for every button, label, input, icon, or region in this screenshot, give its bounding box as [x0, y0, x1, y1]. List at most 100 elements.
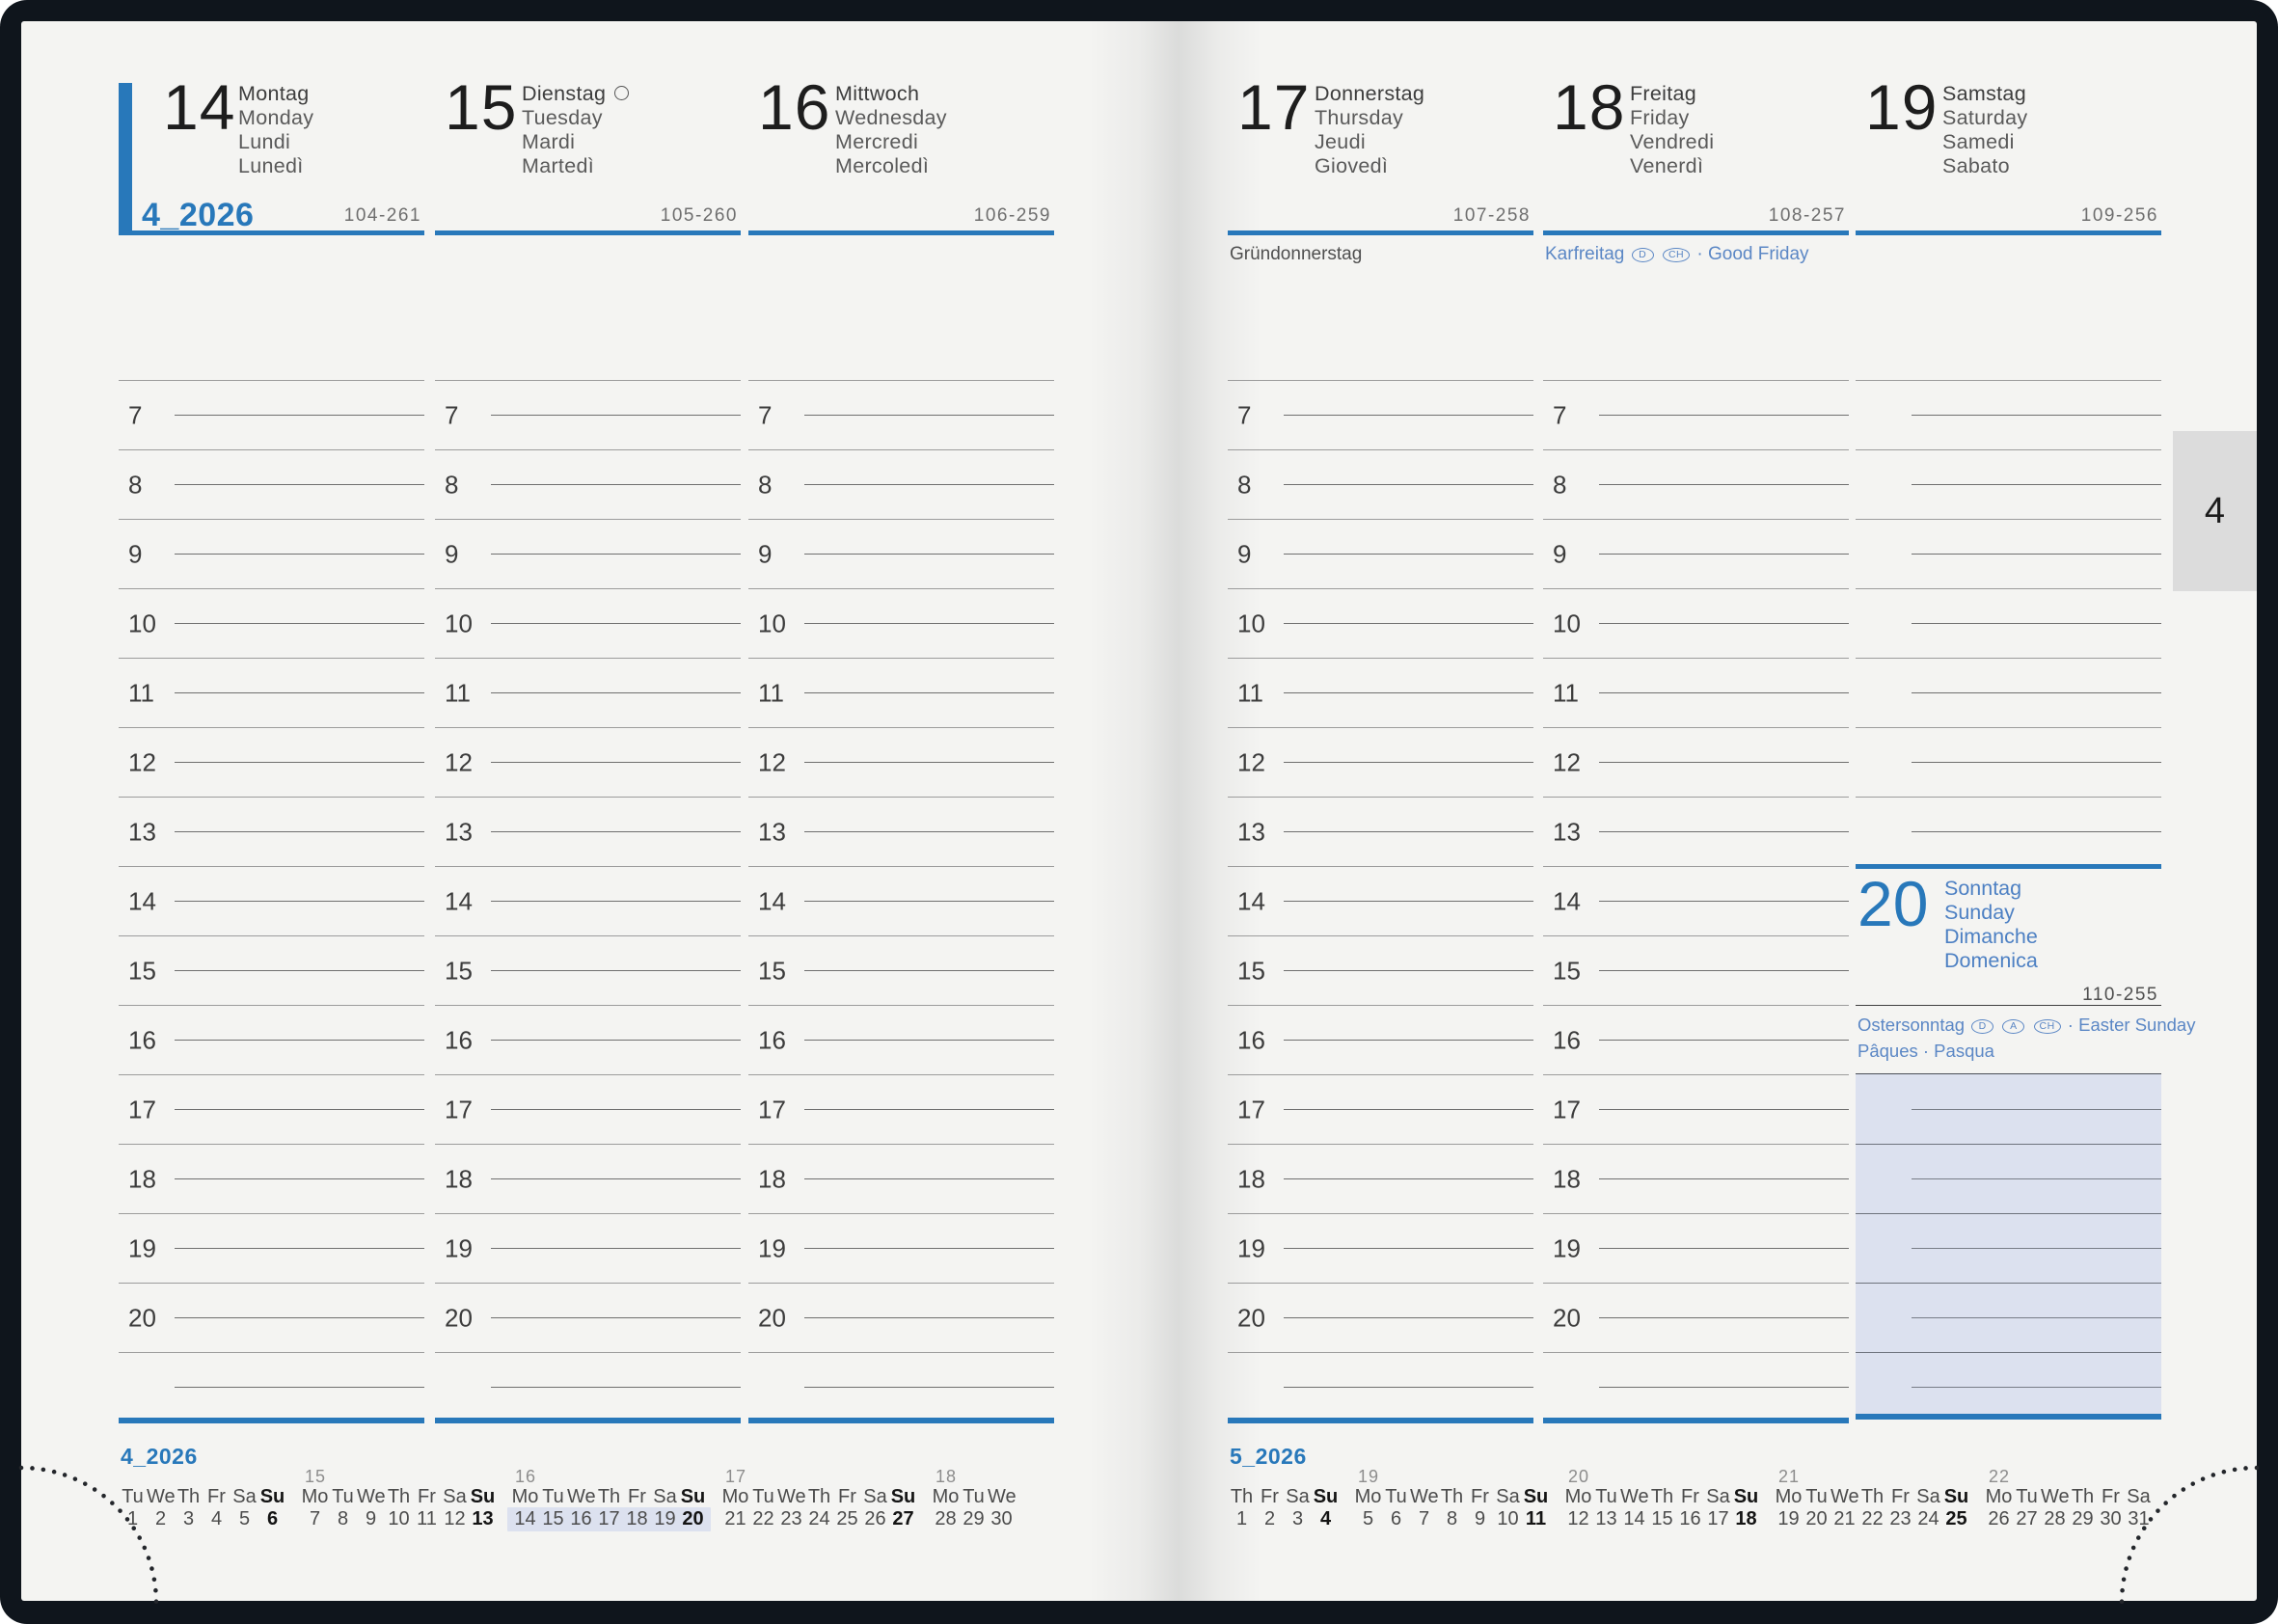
weekday-header-cell: Th — [1230, 1486, 1254, 1507]
ruled-line — [119, 380, 424, 381]
weekday-header-cell: We — [1831, 1486, 1859, 1507]
weekday-header-cell: Mo — [721, 1486, 749, 1507]
date-cell: 23 — [780, 1508, 802, 1529]
full-moon-icon — [614, 86, 630, 100]
sunday-rule — [1856, 864, 2161, 869]
ruled-line — [804, 1317, 1054, 1318]
ruled-line — [491, 692, 741, 693]
ruled-line — [119, 935, 424, 936]
date-cell: 25 — [836, 1508, 858, 1529]
date-cell: 28 — [935, 1508, 957, 1529]
ruled-line — [491, 970, 741, 971]
date-cell: 11 — [1525, 1508, 1547, 1529]
page-reference: 109-256 — [2080, 205, 2158, 226]
ruled-line — [491, 554, 741, 555]
date-cell: 7 — [309, 1508, 321, 1529]
ruled-line — [175, 1040, 424, 1041]
weekday-header-cell: We — [1410, 1486, 1439, 1507]
ruled-line — [1284, 901, 1533, 902]
ruled-line — [491, 831, 741, 832]
weekday-header-cell: Su — [890, 1486, 916, 1507]
ruled-line — [804, 901, 1054, 902]
ruled-line — [748, 866, 1054, 867]
hour-label: 16 — [1237, 1025, 1265, 1055]
ruled-line — [1856, 727, 2161, 728]
weekday-header-cell: Tu — [2016, 1486, 2038, 1507]
date-cell: 28 — [2044, 1508, 2066, 1529]
hour-label: 8 — [758, 470, 773, 500]
day-column-friday: 18 Freitag Friday Vendredi Venerdì 108-2… — [1543, 0, 1849, 1624]
weekday-header-cell: Mo — [1354, 1486, 1382, 1507]
weekday-header-cell: Tu — [963, 1486, 985, 1507]
day-name-fr: Lundi — [238, 130, 291, 153]
ruled-line — [1856, 449, 2161, 450]
day-name-fr: Dimanche — [1944, 925, 2038, 948]
mini-calendar-week-group: 19 Mo Tu We Th Fr Sa Su 5 6 7 8 9 10 11 — [1354, 1467, 1550, 1530]
column-bottom-rule — [435, 1418, 741, 1423]
hour-label: 15 — [128, 956, 156, 986]
ruled-line — [1856, 658, 2161, 659]
ruled-line — [748, 727, 1054, 728]
day-column-saturday-sunday: 19 Samstag Saturday Samedi Sabato 109-25… — [1856, 0, 2195, 1624]
date-cell: 6 — [266, 1508, 279, 1529]
ruled-line — [1284, 554, 1533, 555]
ruled-line — [1912, 692, 2161, 693]
hour-label: 10 — [1237, 609, 1265, 638]
hour-label: 8 — [1553, 470, 1567, 500]
date-cell: 9 — [365, 1508, 377, 1529]
week-number: 20 — [1568, 1467, 1590, 1486]
hour-label: 19 — [445, 1233, 473, 1263]
ruled-line — [1228, 797, 1533, 798]
weekday-header-cell: Mo — [301, 1486, 329, 1507]
country-badge-ch-icon: CH — [1662, 248, 1691, 262]
sunday-notes-area — [1856, 1073, 2161, 1420]
ruled-line — [748, 658, 1054, 659]
hour-label: 12 — [128, 747, 156, 777]
holiday-note: Ostersonntag D A CH · Easter Sunday — [1858, 1015, 2195, 1036]
ruled-line — [1284, 970, 1533, 971]
weekday-header-cell: Fr — [1681, 1486, 1699, 1507]
holiday-label: Gründonnerstag — [1230, 244, 1363, 264]
ruled-line — [491, 901, 741, 902]
weekday-header-cell: Su — [1733, 1486, 1759, 1507]
weekday-header-cell: Tu — [542, 1486, 564, 1507]
hour-label: 7 — [445, 400, 459, 430]
day-name-it: Giovedì — [1315, 154, 1389, 177]
ruled-line — [435, 658, 741, 659]
header-rule — [119, 230, 424, 235]
day-name-it: Mercoledì — [835, 154, 930, 177]
ruled-line — [119, 519, 424, 520]
date-cell: 31 — [2128, 1508, 2150, 1529]
ruled-line — [1228, 658, 1533, 659]
ruled-line — [1284, 1248, 1533, 1249]
ruled-line — [748, 935, 1054, 936]
hour-label: 17 — [445, 1095, 473, 1124]
column-bottom-rule — [1543, 1418, 1849, 1423]
ruled-line — [1856, 519, 2161, 520]
day-name-en: Tuesday — [522, 106, 603, 129]
ruled-line — [175, 554, 424, 555]
week-number: 16 — [515, 1467, 537, 1486]
column-bottom-rule — [748, 1418, 1054, 1423]
ruled-line — [1912, 1317, 2161, 1318]
ruled-line — [1284, 623, 1533, 624]
column-bottom-rule — [119, 1418, 424, 1423]
ruled-line — [1912, 1178, 2161, 1179]
ruled-line — [1599, 831, 1849, 832]
hour-label: 12 — [1237, 747, 1265, 777]
page-reference: 110-255 — [2082, 985, 2158, 1005]
mini-calendar-title: 4_2026 — [121, 1444, 198, 1469]
day-name-fr: Vendredi — [1630, 130, 1715, 153]
day-name-it: Sabato — [1942, 154, 2010, 177]
weekday-header-cell: Su — [1313, 1486, 1339, 1507]
weekday-header-cell: Mo — [1775, 1486, 1803, 1507]
weekday-header-cell: Fr — [418, 1486, 436, 1507]
month-tab-4[interactable]: 4 — [2173, 431, 2257, 591]
ruled-line — [1599, 1248, 1849, 1249]
ruled-line — [1599, 762, 1849, 763]
date-cell: 18 — [1735, 1508, 1757, 1529]
ruled-line — [1228, 519, 1533, 520]
hour-label: 18 — [445, 1164, 473, 1194]
ruled-line — [435, 588, 741, 589]
mini-calendar-week-group: 20 Mo Tu We Th Fr Sa Su 12 13 14 15 16 17 18 — [1564, 1467, 1760, 1530]
